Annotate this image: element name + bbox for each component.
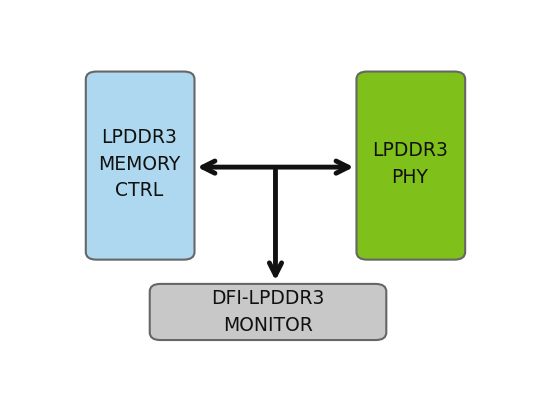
Text: LPDDR3
MEMORY
CTRL: LPDDR3 MEMORY CTRL [98,128,180,200]
FancyBboxPatch shape [86,72,195,260]
FancyBboxPatch shape [150,284,386,340]
Text: LPDDR3
PHY: LPDDR3 PHY [372,141,448,187]
Text: DFI-LPDDR3
MONITOR: DFI-LPDDR3 MONITOR [211,289,324,335]
FancyBboxPatch shape [356,72,465,260]
